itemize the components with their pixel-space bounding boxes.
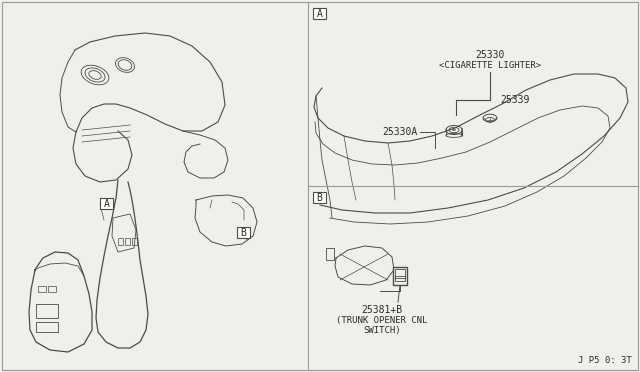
Bar <box>118 238 123 245</box>
Bar <box>125 238 130 245</box>
Text: A: A <box>104 199 109 208</box>
Bar <box>36 304 58 318</box>
Bar <box>326 248 334 260</box>
Bar <box>237 227 250 238</box>
Text: 25330: 25330 <box>476 50 505 60</box>
Bar <box>395 276 405 281</box>
Polygon shape <box>112 214 136 252</box>
Bar <box>48 286 56 292</box>
Bar <box>132 238 137 245</box>
Text: 25339: 25339 <box>500 95 529 105</box>
Text: <CIGARETTE LIGHTER>: <CIGARETTE LIGHTER> <box>439 61 541 70</box>
Bar <box>393 267 407 285</box>
Text: 25381+B: 25381+B <box>362 305 403 315</box>
Bar <box>313 8 326 19</box>
Text: 25330A: 25330A <box>383 127 418 137</box>
Text: SWITCH): SWITCH) <box>363 326 401 334</box>
Bar <box>38 286 46 292</box>
Bar <box>313 192 326 203</box>
Text: A: A <box>317 9 323 19</box>
Text: B: B <box>317 192 323 202</box>
Text: B: B <box>241 228 246 237</box>
Bar <box>395 269 405 278</box>
Bar <box>36 322 58 332</box>
Text: J P5 0: 3T: J P5 0: 3T <box>579 356 632 365</box>
Text: (TRUNK OPENER CNL: (TRUNK OPENER CNL <box>336 315 428 324</box>
Bar <box>100 198 113 209</box>
